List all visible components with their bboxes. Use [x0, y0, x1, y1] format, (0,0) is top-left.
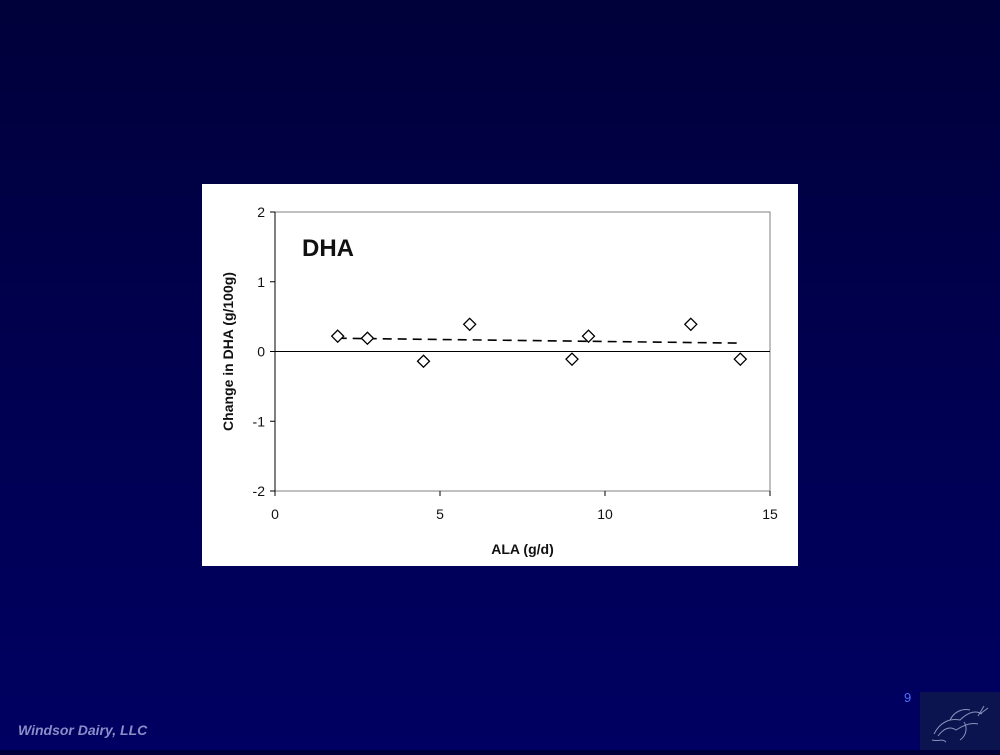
data-point — [416, 354, 431, 369]
x-tick-label: 0 — [271, 506, 279, 522]
y-tick-label: 0 — [257, 344, 265, 360]
cow-sketch-icon — [920, 692, 1000, 750]
y-tick-label: 1 — [257, 274, 265, 290]
data-point — [330, 329, 345, 344]
chart-title: DHA — [302, 235, 354, 262]
y-tick-label: -2 — [253, 483, 266, 499]
x-tick-label: 10 — [597, 506, 613, 522]
y-tick-label: 2 — [257, 204, 265, 220]
y-tick-label: -1 — [253, 413, 266, 429]
trend-line — [337, 337, 741, 344]
page-number: 9 — [904, 690, 912, 705]
x-tick-label: 15 — [762, 506, 778, 522]
data-point — [565, 352, 579, 367]
y-axis-label: Change in DHA (g/100g) — [220, 272, 236, 431]
data-point — [462, 317, 477, 332]
x-axis-label: ALA (g/d) — [491, 541, 553, 557]
chart-panel: -2 -1 0 1 2 0 5 10 15 DHA ALA (g/d) Change in DHA (… — [202, 184, 798, 566]
data-point — [683, 317, 698, 332]
dha-scatter-chart: -2 -1 0 1 2 0 5 10 15 DHA ALA (g/d) Change in DHA (… — [220, 204, 778, 557]
data-point — [733, 352, 748, 367]
data-point — [581, 329, 596, 344]
company-footer: Windsor Dairy, LLC — [18, 722, 148, 738]
x-tick-label: 5 — [436, 506, 444, 522]
data-point — [360, 331, 375, 346]
